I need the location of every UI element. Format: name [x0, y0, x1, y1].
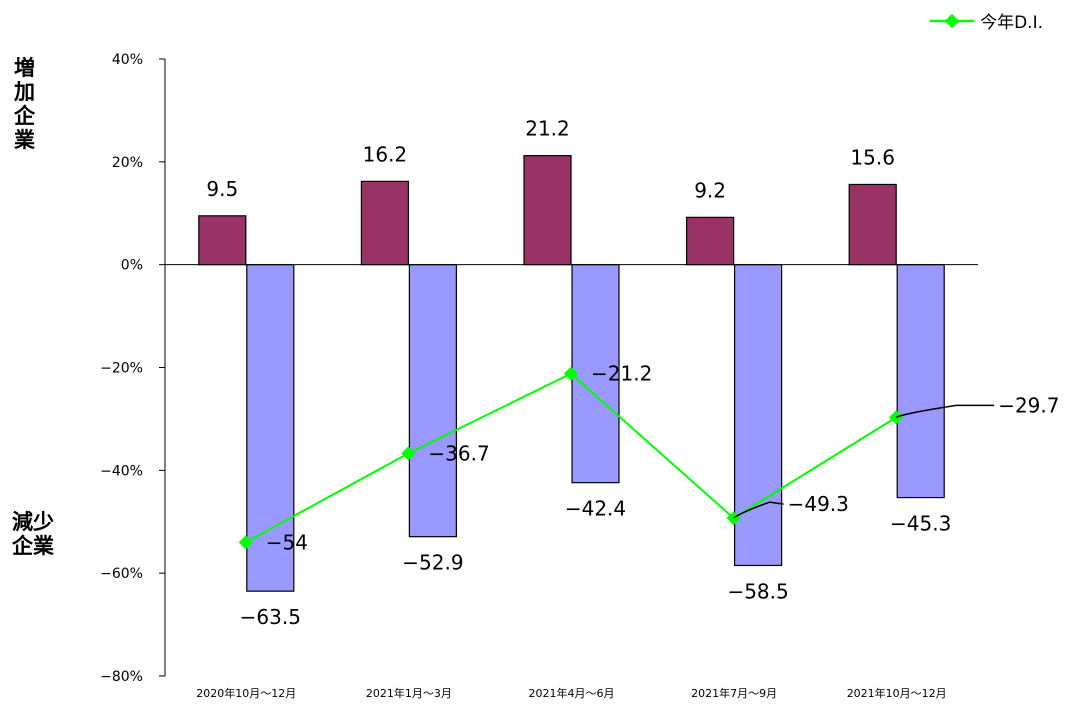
- di-value-label: −29.7: [998, 393, 1059, 417]
- y-tick-label: −40%: [100, 463, 143, 479]
- di-value-label: −54: [266, 530, 308, 554]
- di-marker: [238, 535, 253, 550]
- increase-value-label: 21.2: [525, 117, 570, 141]
- legend: 今年D.I.: [928, 8, 1043, 33]
- increase-bar: [848, 183, 897, 266]
- increase-bar: [523, 155, 572, 266]
- di-marker: [563, 366, 579, 381]
- legend-line-swatch: [930, 13, 975, 28]
- increase-value-label: 9.5: [206, 177, 238, 201]
- di-value-label: −21.2: [591, 362, 652, 386]
- decrease-bar: [571, 264, 620, 484]
- decrease-value-label: −63.5: [240, 605, 301, 629]
- y-tick-label: 20%: [112, 155, 143, 171]
- increase-value-label: 16.2: [363, 142, 408, 166]
- x-category-label: 2020年10月～12月: [196, 686, 296, 700]
- y-tick-label: −60%: [100, 566, 143, 582]
- increase-bar: [685, 216, 735, 266]
- x-category-label: 2021年10月～12月: [847, 686, 947, 700]
- legend-label: 今年D.I.: [980, 13, 1043, 33]
- decrease-value-label: −52.9: [402, 551, 463, 575]
- x-category-label: 2021年4月～6月: [529, 686, 615, 700]
- decrease-bar: [408, 264, 457, 538]
- di-marker: [401, 446, 416, 461]
- increase-value-label: 9.2: [694, 178, 726, 202]
- y-tick-label: −80%: [100, 669, 143, 685]
- di-leader-line: [733, 501, 784, 519]
- y-tick-label: −20%: [100, 361, 143, 377]
- decrease-value-label: −58.5: [727, 579, 788, 603]
- increase-bar: [198, 215, 247, 266]
- di-value-label: −36.7: [428, 441, 489, 465]
- increase-companies-label: 増加企業: [14, 56, 35, 152]
- decrease-bar: [733, 264, 783, 567]
- decrease-companies-label: 減少 企業: [12, 510, 54, 558]
- increase-bar: [360, 180, 409, 266]
- decrease-bar: [896, 264, 945, 499]
- decrease-value-label: −45.3: [890, 512, 951, 536]
- decrease-value-label: −42.4: [565, 497, 626, 521]
- y-tick-label: 0%: [121, 258, 143, 274]
- x-category-label: 2021年7月～9月: [691, 686, 777, 700]
- x-category-label: 2021年1月～3月: [366, 686, 452, 700]
- y-tick-label: 40%: [112, 52, 143, 68]
- di-value-label: −49.3: [788, 492, 849, 516]
- increase-value-label: 15.6: [850, 145, 895, 169]
- di-leader-line: [895, 404, 995, 419]
